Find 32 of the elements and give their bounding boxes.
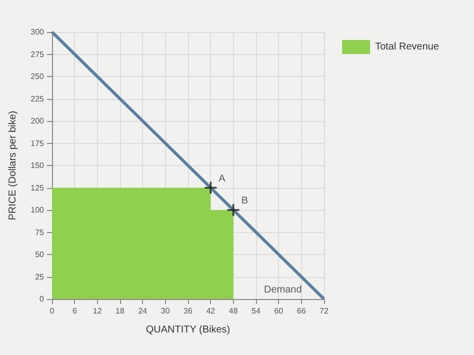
x-tick-label: 24 bbox=[138, 306, 148, 316]
y-tick-label: 125 bbox=[30, 183, 45, 192]
x-tick-label: 18 bbox=[116, 306, 125, 316]
x-tick-label: 36 bbox=[184, 306, 193, 316]
y-tick-label: 75 bbox=[35, 228, 45, 237]
x-tick-label: 6 bbox=[72, 306, 78, 316]
x-tick-label: 42 bbox=[206, 306, 216, 316]
y-tick-label: 200 bbox=[30, 116, 45, 126]
annotation: A bbox=[218, 173, 226, 184]
x-tick-label: 30 bbox=[160, 306, 170, 316]
annotation: Demand bbox=[264, 284, 302, 296]
y-tick-label: 300 bbox=[30, 28, 45, 36]
y-tick-label: 225 bbox=[30, 94, 45, 104]
legend-label: Total Revenue bbox=[375, 42, 440, 52]
y-tick-label: 150 bbox=[30, 161, 45, 170]
y-tick-label: 25 bbox=[35, 272, 45, 282]
x-tick-label: 0 bbox=[50, 306, 55, 316]
x-tick-label: 66 bbox=[296, 306, 306, 316]
x-tick-label: 60 bbox=[274, 306, 284, 316]
y-tick-label: 50 bbox=[35, 250, 45, 259]
x-tick-label: 48 bbox=[228, 306, 238, 316]
y-tick-label: 250 bbox=[30, 72, 45, 81]
x-tick-label: 72 bbox=[320, 306, 329, 316]
y-tick-label: 275 bbox=[30, 50, 45, 59]
y-axis-title: PRICE (Dollars per bike) bbox=[8, 110, 18, 220]
y-tick-label: 100 bbox=[30, 206, 45, 214]
y-tick-label: 175 bbox=[30, 138, 45, 148]
x-tick-label: 12 bbox=[92, 306, 102, 316]
annotation: B bbox=[241, 196, 248, 206]
y-tick-label: 0 bbox=[40, 294, 45, 304]
x-tick-label: 54 bbox=[252, 306, 261, 316]
x-axis-title: QUANTITY (Bikes) bbox=[146, 324, 230, 336]
